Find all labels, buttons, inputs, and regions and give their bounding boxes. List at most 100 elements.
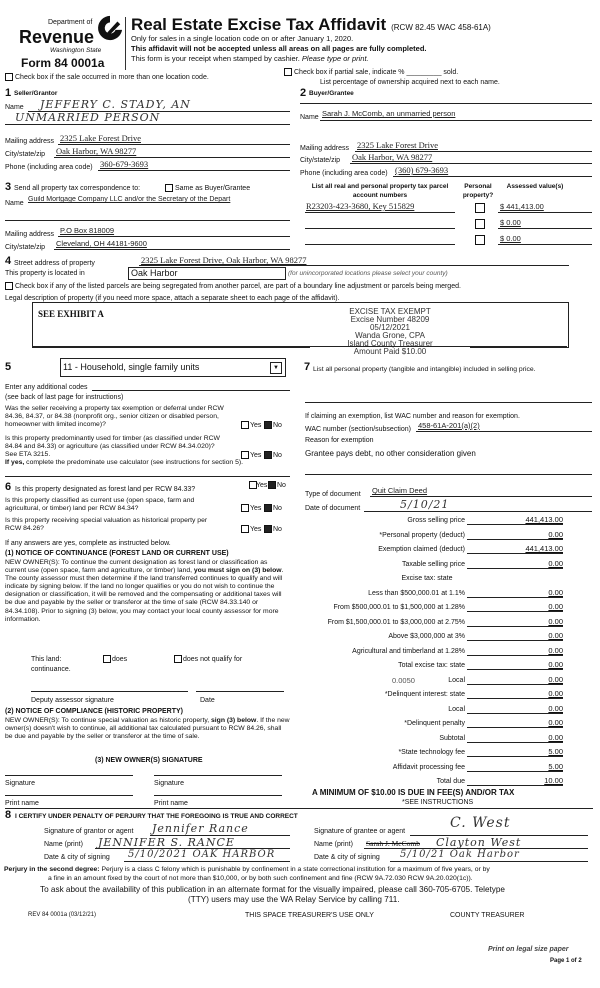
corr-mail-label: Mailing address: [5, 231, 55, 238]
historical-yes-checkbox[interactable]: [241, 525, 249, 533]
personal-property-checkbox[interactable]: [475, 219, 485, 229]
multi-location-checkbox[interactable]: [5, 73, 13, 81]
buyer-city-field[interactable]: Oak Harbor, WA 98277: [352, 152, 433, 162]
location-note: (for unincorporated locations please sel…: [288, 270, 448, 277]
current-use-yes-checkbox[interactable]: [241, 504, 249, 512]
grantee-date-city[interactable]: 5/10/21 Oak Harbor: [400, 849, 520, 860]
land-use-select[interactable]: 11 - Household, single family units ▼: [60, 358, 286, 377]
tax-row-value[interactable]: 10.00: [544, 776, 563, 785]
tax-row-value[interactable]: 0.00: [548, 602, 563, 611]
no-label: No: [273, 526, 282, 533]
continuance-label: continuance.: [31, 666, 71, 673]
historical-no-checkbox[interactable]: [264, 525, 272, 533]
revenue-logo-text: Revenue: [19, 27, 95, 47]
assessed-value[interactable]: $ 0.00: [500, 234, 521, 243]
personal-property-checkbox[interactable]: [475, 235, 485, 245]
located-in-label: This property is located in: [5, 270, 85, 277]
tax-row-value[interactable]: 0.00: [548, 718, 563, 727]
seller-mail-field[interactable]: 2325 Lake Forest Drive: [60, 133, 141, 143]
partial-sale-label: Check box if partial sale, indicate % __…: [294, 69, 459, 76]
location-select[interactable]: Oak Harbor: [128, 267, 286, 280]
header-note-2: This affidavit will not be accepted unle…: [131, 44, 427, 53]
exemption-no-checkbox[interactable]: [264, 421, 272, 429]
reason-field[interactable]: Grantee pays debt, no other consideratio…: [305, 449, 476, 458]
section-7-number: 7: [304, 361, 311, 373]
tax-row-value[interactable]: 5.00: [548, 761, 563, 771]
buyer-name-field[interactable]: Sarah J. McComb, an unmarried person: [322, 109, 456, 118]
assessed-value[interactable]: $ 0.00: [500, 218, 521, 227]
correspondence-heading: Send all property tax correspondence to:: [14, 185, 141, 192]
same-as-buyer-checkbox[interactable]: [165, 184, 173, 192]
parcel-column-header: List all real and personal property tax …: [311, 183, 449, 199]
tax-row-value[interactable]: 0.00: [548, 732, 563, 742]
tax-row-value[interactable]: 5.00: [548, 747, 563, 756]
does-not-qualify-checkbox[interactable]: [174, 655, 182, 663]
assessed-value[interactable]: $ 441,413.00: [500, 202, 544, 211]
seller-mail-label: Mailing address: [5, 138, 55, 145]
tax-row-value[interactable]: 441,413.00: [525, 544, 563, 553]
tax-row-value[interactable]: 0.00: [548, 660, 563, 669]
document-type-label: Type of document: [305, 491, 361, 498]
grantor-date-city[interactable]: 5/10/2021 OAK HARBOR: [128, 849, 276, 860]
forest-yes-checkbox[interactable]: [249, 481, 257, 489]
partial-sale-checkbox[interactable]: [284, 68, 292, 76]
tax-row-value[interactable]: 441,413.00: [525, 515, 563, 524]
current-use-no-checkbox[interactable]: [264, 504, 272, 512]
tax-row-label: *Delinquent interest: state: [384, 691, 465, 698]
tax-row-value[interactable]: 0.00: [548, 645, 563, 655]
seller-name-line-2[interactable]: UNMARRIED PERSON: [15, 111, 161, 124]
grantor-signature[interactable]: Jennifer Rance: [152, 822, 249, 835]
exemption-yes-checkbox[interactable]: [241, 421, 249, 429]
buyer-mail-field[interactable]: 2325 Lake Forest Drive: [357, 140, 438, 150]
segregated-label: Check box if any of the listed parcels a…: [15, 283, 461, 290]
tax-row-value[interactable]: 0.00: [548, 587, 563, 597]
tax-row-value[interactable]: 0.00: [548, 558, 563, 568]
chevron-down-icon[interactable]: ▼: [270, 362, 282, 374]
seller-name-line-1[interactable]: JEFFERY C. STADY, AN: [40, 98, 191, 111]
tax-row-value[interactable]: 0.00: [548, 703, 563, 713]
street-address-field[interactable]: 2325 Lake Forest Drive, Oak Harbor, WA 9…: [141, 255, 307, 265]
perjury-note: Perjury in the second degree: Perjury is…: [4, 866, 490, 874]
parcel-number[interactable]: R23203-423-3680, Key 515829: [306, 201, 415, 211]
stamp-county: Island County Treasurer: [310, 340, 470, 348]
wac-field[interactable]: 458-61A-201(a)(2): [418, 421, 480, 430]
tax-row-value[interactable]: 0.00: [548, 631, 563, 640]
buyer-name-label: Name: [300, 114, 319, 121]
forest-no-checkbox[interactable]: [268, 481, 276, 489]
seller-city-field[interactable]: Oak Harbor, WA 98277: [56, 146, 137, 156]
grantee-signature[interactable]: C. West: [450, 815, 511, 831]
accessibility-note-1: To ask about the availability of this pu…: [40, 885, 505, 894]
tax-row-value[interactable]: 0.00: [548, 689, 563, 698]
deputy-signature-label: Deputy assessor signature: [31, 697, 114, 704]
buyer-city-label: City/state/zip: [300, 157, 341, 164]
no-label: No: [277, 482, 286, 489]
corr-name-field[interactable]: Guild Mortgage Company LLC and/or the Se…: [28, 196, 231, 203]
buyer-phone-label: Phone (including area code): [300, 170, 388, 177]
corr-city-field[interactable]: Cleveland, OH 44181-9600: [56, 239, 147, 248]
header-note-1: Only for sales in a single location code…: [131, 34, 354, 43]
does-qualify-checkbox[interactable]: [103, 655, 111, 663]
tax-row-value[interactable]: 0.00: [548, 529, 563, 539]
personal-property-checkbox[interactable]: [475, 203, 485, 213]
buyer-phone-field[interactable]: (360) 679-3693: [395, 165, 449, 175]
timber-yes-checkbox[interactable]: [241, 451, 249, 459]
tax-row-label: From $1,500,000.01 to $3,000,000 at 2.75…: [327, 618, 465, 626]
seller-phone-field[interactable]: 360-679-3693: [100, 159, 149, 169]
exemption-question: Was the seller receiving a property tax …: [5, 405, 224, 429]
tax-row-value[interactable]: 0.00: [548, 674, 563, 684]
tax-row-value[interactable]: 0.00: [548, 616, 563, 626]
legal-description-label: Legal description of property (if you ne…: [5, 295, 340, 302]
seller-city-label: City/state/zip: [5, 151, 46, 158]
document-date-field[interactable]: 5/10/21: [400, 498, 450, 511]
document-type-field[interactable]: Quit Claim Deed: [372, 486, 428, 495]
legal-description-box[interactable]: [32, 302, 569, 348]
segregated-checkbox[interactable]: [5, 282, 13, 290]
grantee-name[interactable]: Clayton West: [436, 836, 522, 849]
grantor-name[interactable]: JENNIFER S. RANCE: [98, 836, 235, 849]
section-8-number: 8: [5, 809, 12, 821]
section-2-number: 2: [300, 87, 307, 99]
yes-label: Yes: [250, 526, 262, 533]
grantee-name-label: Name (print): [314, 841, 353, 848]
corr-mail-field[interactable]: P.O Box 818009: [60, 226, 115, 235]
timber-no-checkbox[interactable]: [264, 451, 272, 459]
